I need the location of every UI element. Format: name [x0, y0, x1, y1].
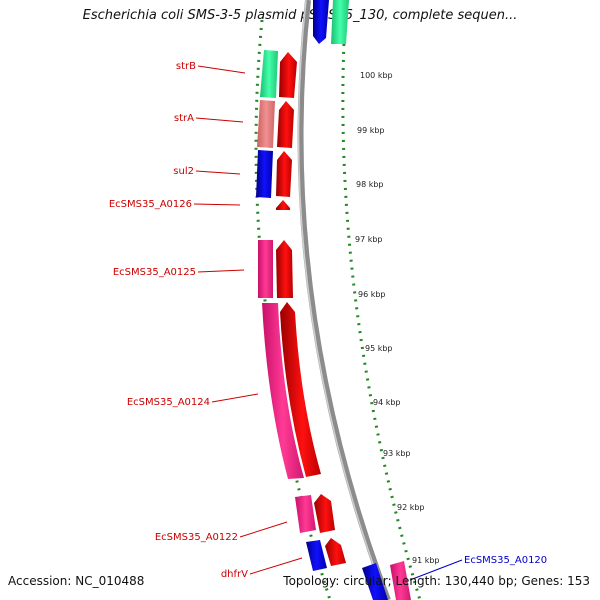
label-A0125: EcSMS35_A0125 — [113, 267, 196, 278]
gene-sul2 — [256, 150, 273, 198]
label-A0120: EcSMS35_A0120 — [464, 555, 547, 566]
leader-A0120 — [409, 559, 463, 581]
arrow-sul2 — [276, 151, 292, 197]
tick-label: 96 kbp — [358, 290, 386, 299]
tick-label: 93 kbp — [383, 449, 411, 458]
arrow-dhfrV — [325, 538, 346, 566]
leader-A0122 — [239, 521, 288, 538]
arrow-strA — [277, 101, 294, 148]
label-dhfrV: dhfrV — [221, 569, 248, 580]
leader-strA — [195, 117, 244, 123]
gene-A0120-blue — [362, 563, 388, 600]
label-sul2: sul2 — [173, 166, 194, 177]
leader-sul2 — [195, 170, 241, 175]
label-A0126: EcSMS35_A0126 — [109, 199, 192, 210]
arrow-A0126 — [276, 200, 290, 210]
tick-label: 97 kbp — [355, 235, 383, 244]
tick-label: 98 kbp — [356, 180, 384, 189]
tick-label: 92 kbp — [397, 503, 425, 512]
gene-top-blue — [313, 0, 329, 44]
gene-A0120-pink — [390, 561, 411, 600]
arrow-strB — [279, 52, 297, 98]
gene-A0125 — [258, 240, 273, 298]
label-strA: strA — [174, 113, 194, 124]
tick-label: 100 kbp — [360, 71, 393, 80]
arrow-A0123 — [314, 494, 335, 533]
backbone-ring-highlight — [297, 0, 387, 600]
accession-text: Accession: NC_010488 — [8, 574, 145, 588]
tick-label: 95 kbp — [365, 344, 393, 353]
label-A0122: EcSMS35_A0122 — [155, 532, 238, 543]
gene-strA — [257, 100, 275, 148]
topology-summary: Topology: circular; Length: 130,440 bp; … — [283, 574, 590, 588]
arrow-A0125 — [276, 240, 293, 298]
leader-dhfrV — [249, 557, 303, 575]
tick-label: 94 kbp — [373, 398, 401, 407]
outer-dotted-ring — [341, 19, 422, 600]
label-strB: strB — [176, 61, 196, 72]
label-A0124: EcSMS35_A0124 — [127, 397, 210, 408]
map-title: Escherichia coli SMS-3-5 plasmid pSMS35_… — [82, 8, 518, 23]
leader-A0126 — [193, 203, 241, 206]
arrow-A0124 — [280, 302, 321, 477]
leader-A0125 — [197, 269, 245, 273]
gene-dhfrV — [306, 540, 327, 571]
gene-top-green — [331, 0, 349, 44]
tick-label: 99 kbp — [357, 126, 385, 135]
gene-strB — [260, 50, 278, 98]
gene-A0122 — [295, 495, 316, 533]
leader-strB — [197, 65, 246, 74]
gene-A0124 — [262, 303, 304, 479]
backbone-ring — [297, 0, 391, 600]
leader-A0124 — [211, 393, 259, 403]
tick-label: 91 kbp — [412, 556, 440, 565]
